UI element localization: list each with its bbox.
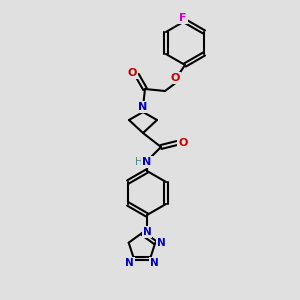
Text: O: O	[127, 68, 137, 78]
Text: F: F	[179, 13, 187, 23]
Text: N: N	[142, 157, 152, 167]
Text: N: N	[138, 102, 148, 112]
Text: O: O	[170, 73, 180, 83]
Text: N: N	[142, 227, 152, 237]
Text: H: H	[135, 157, 143, 167]
Text: N: N	[150, 258, 159, 268]
Text: N: N	[125, 258, 134, 268]
Text: N: N	[157, 238, 166, 248]
Text: O: O	[178, 138, 188, 148]
